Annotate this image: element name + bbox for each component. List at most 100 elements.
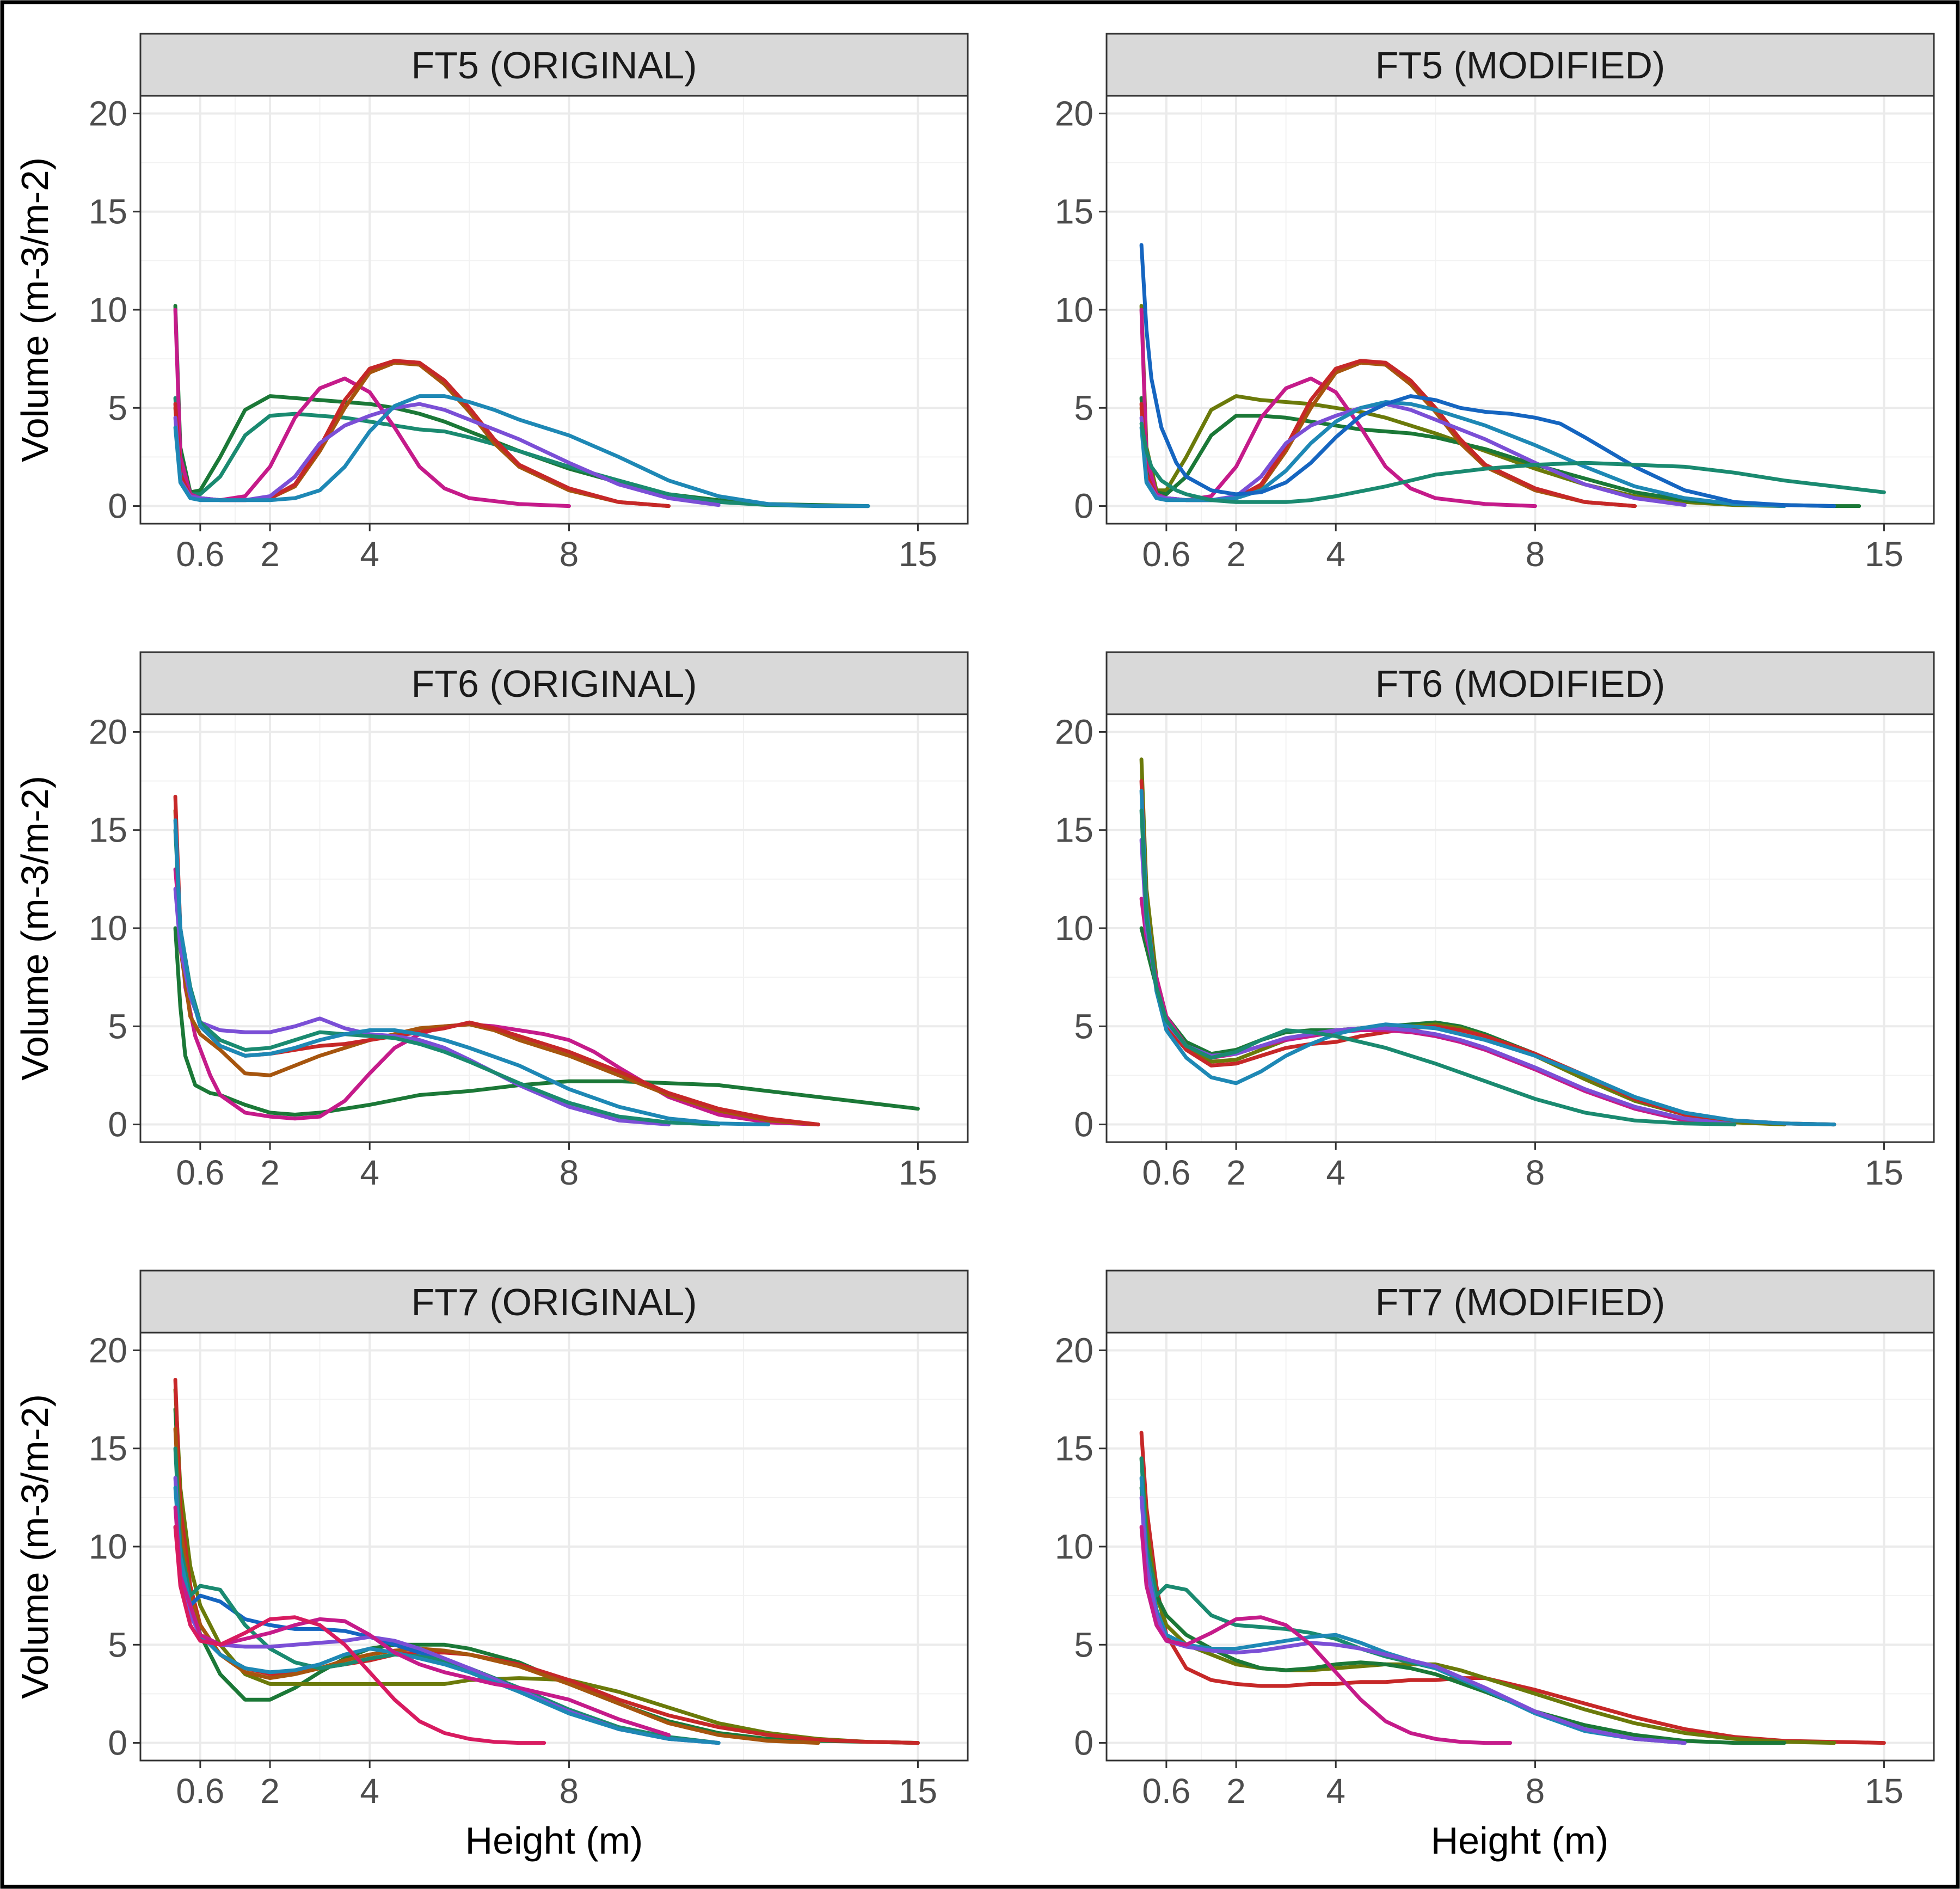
series-line xyxy=(173,828,721,1127)
series-line xyxy=(1139,421,1886,504)
facet-strip xyxy=(1105,33,1935,97)
x-tick-label: 4 xyxy=(360,535,379,574)
y-tick-label: 5 xyxy=(1074,1625,1093,1664)
y-tick-label: 0 xyxy=(108,1105,127,1144)
series-group xyxy=(173,794,920,1127)
y-tick-label: 0 xyxy=(108,487,127,526)
x-tick-label: 15 xyxy=(899,1771,937,1811)
y-tick-label: 20 xyxy=(89,1330,127,1370)
x-tick-label: 0.6 xyxy=(176,1153,224,1192)
y-tick-label: 15 xyxy=(1055,1429,1093,1468)
series-line xyxy=(1139,400,1786,508)
x-tick-label: 8 xyxy=(560,1153,579,1192)
x-tick-label: 2 xyxy=(1226,1771,1246,1811)
x-tick-label: 4 xyxy=(360,1771,379,1811)
series-line xyxy=(173,926,920,1117)
x-tick-label: 0.6 xyxy=(176,1771,224,1811)
series-line xyxy=(1139,1525,1513,1745)
facet-strip xyxy=(139,1269,969,1334)
y-tick-label: 10 xyxy=(1055,290,1093,329)
y-tick-label: 5 xyxy=(1074,1007,1093,1046)
x-tick-label: 2 xyxy=(260,1153,280,1192)
facet-strip-label: FT6 (ORIGINAL) xyxy=(411,663,697,705)
x-tick-label: 2 xyxy=(1226,535,1246,574)
x-tick-label: 0.6 xyxy=(1142,1771,1190,1811)
y-tick-label: 15 xyxy=(89,192,127,231)
y-tick-label: 10 xyxy=(1055,909,1093,948)
x-tick-label: 0.6 xyxy=(1142,1153,1190,1192)
series-line xyxy=(173,1525,546,1745)
series-group xyxy=(1139,1431,1886,1745)
y-tick-label: 15 xyxy=(89,811,127,850)
x-tick-label: 8 xyxy=(1526,535,1545,574)
x-tick-label: 8 xyxy=(560,1771,579,1811)
facet-strip-label: FT5 (MODIFIED) xyxy=(1375,44,1666,87)
facet-panel: FT5 (ORIGINAL) 0.6 2 4 8 15 0 5 10 15 20 Volume (m-… xyxy=(14,33,969,574)
facet-strip-label: FT5 (ORIGINAL) xyxy=(411,44,697,87)
x-tick-label: 2 xyxy=(260,1771,280,1811)
facet-panel: FT6 (ORIGINAL) 0.6 2 4 8 15 0 5 10 15 20 Volume (m-… xyxy=(14,651,969,1192)
facet-strip-label: FT7 (MODIFIED) xyxy=(1375,1281,1666,1323)
facet-strip xyxy=(1105,651,1935,715)
series-line xyxy=(1139,1486,1786,1745)
y-tick-label: 5 xyxy=(108,1625,127,1664)
y-tick-label: 0 xyxy=(1074,1724,1093,1763)
y-tick-label: 20 xyxy=(1055,94,1093,133)
x-tick-label: 4 xyxy=(360,1153,379,1192)
y-tick-label: 0 xyxy=(1074,1105,1093,1144)
x-tick-label: 4 xyxy=(1326,1771,1345,1811)
x-tick-label: 4 xyxy=(1326,535,1345,574)
y-tick-label: 15 xyxy=(1055,811,1093,850)
x-axis-title-right: Height (m) xyxy=(1431,1819,1609,1862)
x-tick-label: 15 xyxy=(899,535,937,574)
facet-panel: FT7 (ORIGINAL) 0.6 2 4 8 15 0 5 10 15 20 Volume (m-… xyxy=(14,1269,969,1811)
y-tick-label: 15 xyxy=(1055,192,1093,231)
x-tick-label: 2 xyxy=(260,535,280,574)
x-axis-title-left: Height (m) xyxy=(465,1819,643,1862)
series-line xyxy=(1139,1431,1886,1745)
series-line xyxy=(173,808,820,1127)
x-tick-label: 15 xyxy=(1865,1153,1903,1192)
facet-panel: FT5 (MODIFIED) 0.6 2 4 8 15 0 5 10 15 20 xyxy=(1055,33,1935,574)
y-tick-label: 10 xyxy=(89,1527,127,1566)
facet-strip xyxy=(139,33,969,97)
series-line xyxy=(173,818,771,1127)
y-tick-label: 10 xyxy=(89,290,127,329)
facet-strip xyxy=(139,651,969,715)
y-axis-title: Volume (m-3/m-2) xyxy=(14,157,56,462)
series-line xyxy=(173,1388,920,1745)
x-tick-label: 8 xyxy=(560,535,579,574)
y-tick-label: 20 xyxy=(89,94,127,133)
y-tick-label: 0 xyxy=(108,1724,127,1763)
x-tick-label: 8 xyxy=(1526,1153,1545,1192)
y-tick-label: 20 xyxy=(1055,1330,1093,1370)
x-tick-label: 15 xyxy=(899,1153,937,1192)
y-tick-label: 5 xyxy=(108,388,127,427)
series-group xyxy=(1139,757,1836,1127)
y-tick-label: 20 xyxy=(89,712,127,751)
series-group xyxy=(1139,243,1886,508)
y-tick-label: 0 xyxy=(1074,487,1093,526)
y-tick-label: 5 xyxy=(108,1007,127,1046)
series-group xyxy=(173,1378,920,1745)
y-axis-title: Volume (m-3/m-2) xyxy=(14,776,56,1081)
x-tick-label: 2 xyxy=(1226,1153,1246,1192)
series-line xyxy=(173,1505,671,1737)
series-line xyxy=(1139,789,1836,1127)
x-tick-label: 15 xyxy=(1865,535,1903,574)
facet-panel: FT6 (MODIFIED) 0.6 2 4 8 15 0 5 10 15 20 xyxy=(1055,651,1935,1192)
series-line xyxy=(1139,808,1737,1127)
x-tick-label: 0.6 xyxy=(176,535,224,574)
x-tick-label: 0.6 xyxy=(1142,535,1190,574)
facet-panel: FT7 (MODIFIED) 0.6 2 4 8 15 0 5 10 15 20 xyxy=(1055,1269,1935,1811)
series-line xyxy=(173,394,870,508)
facet-strip xyxy=(1105,1269,1935,1334)
facet-strip-label: FT7 (ORIGINAL) xyxy=(411,1281,697,1323)
facet-strip-label: FT6 (MODIFIED) xyxy=(1375,663,1666,705)
x-tick-label: 4 xyxy=(1326,1153,1345,1192)
y-tick-label: 10 xyxy=(89,909,127,948)
y-tick-label: 20 xyxy=(1055,712,1093,751)
series-group xyxy=(173,304,870,508)
series-line xyxy=(1139,243,1836,508)
